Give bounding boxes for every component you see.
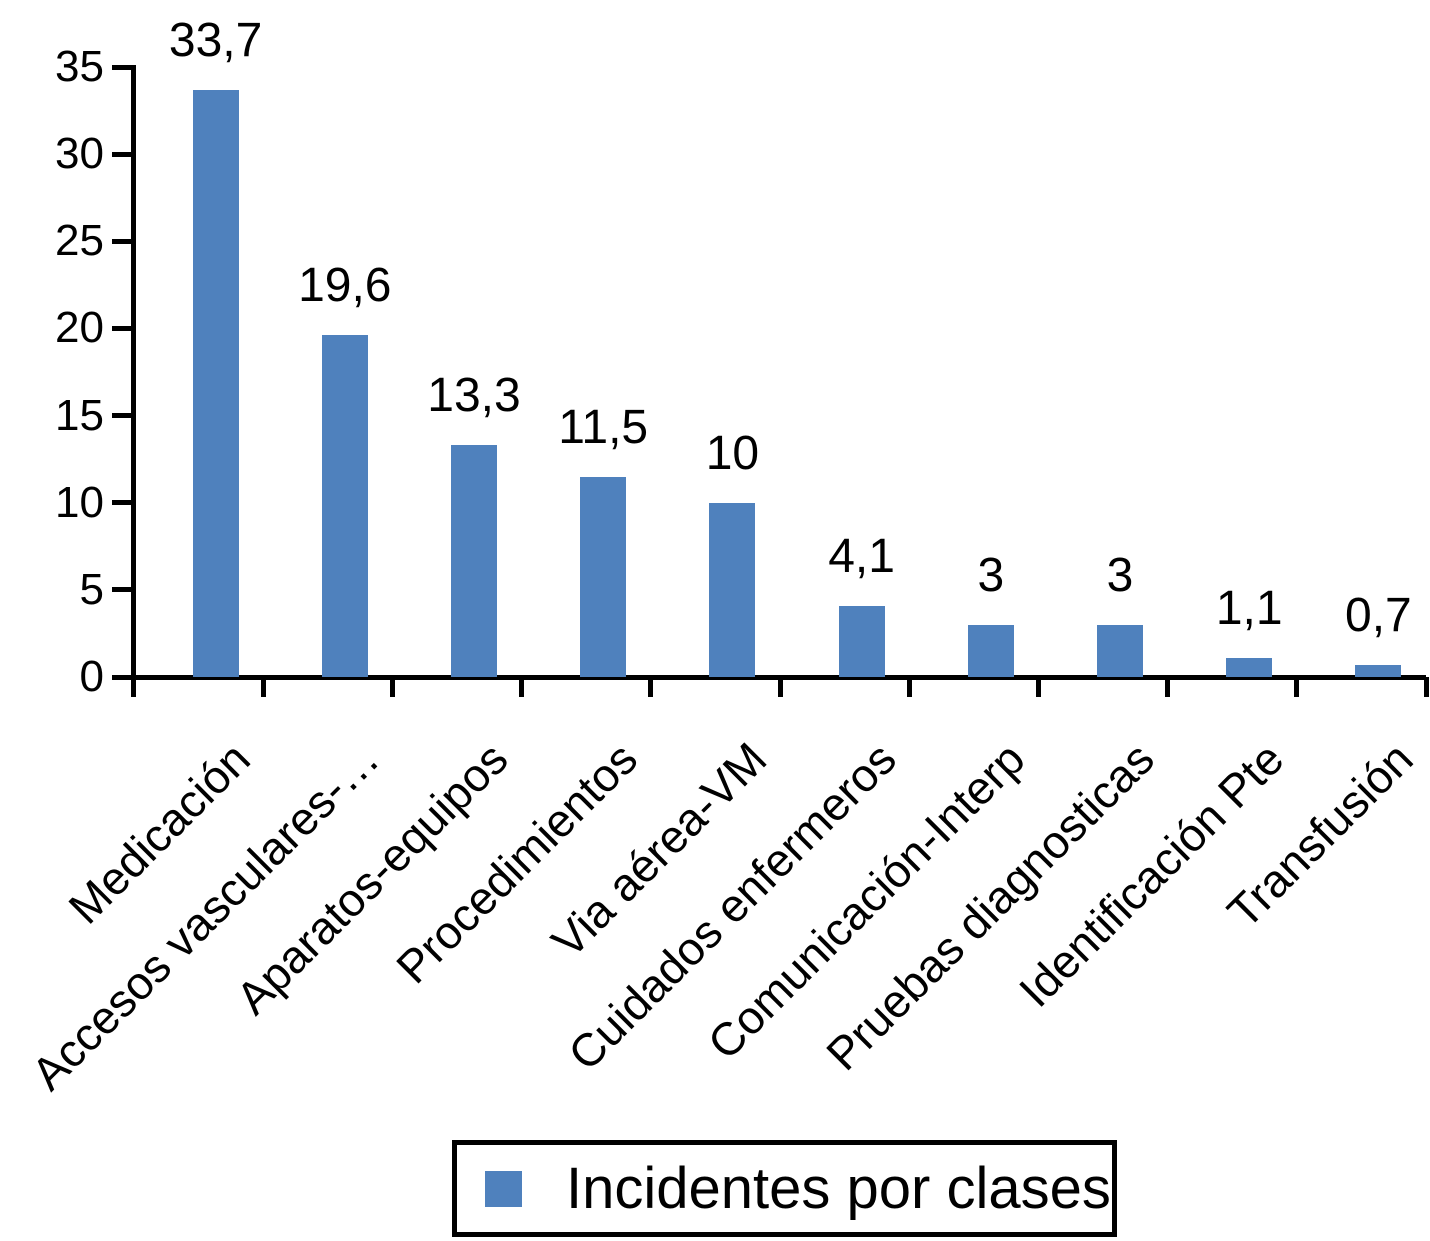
bar xyxy=(580,476,627,677)
bar-value-label: 0,7 xyxy=(1345,588,1412,642)
bar xyxy=(1355,664,1402,677)
y-tick-mark xyxy=(112,674,134,680)
legend-swatch xyxy=(485,1170,522,1207)
x-tick-mark xyxy=(1165,677,1171,697)
bar-value-label: 3 xyxy=(1106,548,1134,602)
bar-value-label: 33,7 xyxy=(168,13,263,67)
y-tick-mark xyxy=(112,500,134,506)
x-tick-mark xyxy=(389,677,395,697)
y-tick-label: 30 xyxy=(55,129,104,179)
y-tick-label: 25 xyxy=(55,216,104,266)
y-tick-label: 0 xyxy=(79,652,104,701)
x-tick-mark xyxy=(260,677,266,697)
y-axis-line xyxy=(131,65,136,697)
y-tick-label: 20 xyxy=(55,303,104,353)
y-tick-label: 10 xyxy=(55,477,104,527)
bar xyxy=(967,624,1014,677)
bar-value-label: 11,5 xyxy=(558,400,649,454)
bar xyxy=(838,605,885,677)
bar xyxy=(1226,657,1273,677)
y-tick-mark xyxy=(112,238,134,244)
y-tick-mark xyxy=(112,587,134,593)
bar-value-label: 3 xyxy=(977,548,1005,602)
x-tick-mark xyxy=(648,677,654,697)
bar xyxy=(192,89,239,677)
legend-label: Incidentes por clases xyxy=(566,1155,1111,1221)
bar-value-label: 10 xyxy=(705,426,760,480)
legend: Incidentes por clases xyxy=(452,1140,1117,1237)
bar xyxy=(451,445,497,677)
bar xyxy=(1097,624,1143,677)
bar xyxy=(321,335,368,677)
y-tick-mark xyxy=(112,151,134,157)
bar xyxy=(709,502,756,677)
y-tick-label: 15 xyxy=(55,390,104,440)
bar-value-label: 4,1 xyxy=(828,529,895,583)
x-tick-mark xyxy=(777,677,783,697)
x-tick-mark xyxy=(1035,677,1041,697)
x-tick-mark xyxy=(519,677,525,697)
bar-value-label: 19,6 xyxy=(298,259,392,313)
x-tick-mark xyxy=(1423,677,1429,697)
y-tick-mark xyxy=(112,64,134,70)
bar-value-label: 1,1 xyxy=(1215,581,1283,635)
bar-value-label: 13,3 xyxy=(427,369,521,423)
y-tick-label: 35 xyxy=(55,42,104,91)
y-tick-mark xyxy=(112,325,134,331)
y-tick-mark xyxy=(112,413,134,419)
x-tick-mark xyxy=(906,677,912,697)
y-tick-label: 5 xyxy=(79,564,104,614)
x-tick-mark xyxy=(1294,677,1300,697)
